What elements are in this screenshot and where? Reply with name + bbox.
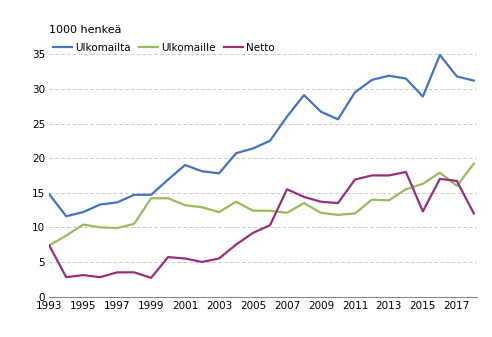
Netto: [131, 270, 137, 274]
Ulkomaille: [301, 201, 307, 205]
Ulkomaille: [454, 184, 460, 188]
Ulkomailta: [63, 214, 69, 218]
Ulkomaille: [386, 198, 392, 202]
Ulkomaille: [63, 234, 69, 238]
Ulkomailta: [165, 178, 171, 182]
Netto: [420, 209, 426, 213]
Ulkomaille: [97, 225, 103, 229]
Ulkomailta: [114, 201, 120, 205]
Ulkomaille: [216, 210, 222, 214]
Netto: [63, 275, 69, 279]
Ulkomaille: [369, 197, 375, 202]
Netto: [199, 260, 205, 264]
Ulkomailta: [335, 117, 341, 121]
Netto: [352, 178, 358, 182]
Ulkomaille: [284, 211, 290, 215]
Ulkomaille: [80, 222, 86, 226]
Netto: [301, 195, 307, 199]
Netto: [97, 275, 103, 279]
Ulkomailta: [216, 171, 222, 175]
Ulkomailta: [267, 139, 273, 143]
Netto: [148, 276, 154, 280]
Ulkomailta: [471, 79, 477, 83]
Ulkomaille: [420, 182, 426, 186]
Netto: [165, 255, 171, 259]
Netto: [437, 177, 443, 181]
Ulkomaille: [114, 226, 120, 230]
Ulkomailta: [46, 192, 52, 196]
Ulkomailta: [199, 169, 205, 173]
Netto: [318, 200, 324, 204]
Ulkomailta: [454, 74, 460, 79]
Netto: [471, 212, 477, 216]
Ulkomailta: [403, 76, 409, 81]
Netto: [182, 256, 188, 261]
Ulkomailta: [250, 146, 256, 150]
Ulkomaille: [233, 200, 239, 204]
Netto: [250, 231, 256, 235]
Ulkomaille: [437, 171, 443, 175]
Netto: [233, 243, 239, 247]
Ulkomaille: [131, 222, 137, 226]
Ulkomaille: [403, 187, 409, 191]
Netto: [284, 187, 290, 191]
Ulkomaille: [335, 213, 341, 217]
Ulkomailta: [182, 163, 188, 167]
Ulkomaille: [199, 205, 205, 209]
Legend: Ulkomailta, Ulkomaille, Netto: Ulkomailta, Ulkomaille, Netto: [54, 43, 275, 53]
Ulkomaille: [148, 196, 154, 200]
Netto: [267, 223, 273, 227]
Line: Ulkomaille: Ulkomaille: [49, 164, 474, 245]
Ulkomailta: [420, 94, 426, 98]
Ulkomailta: [80, 210, 86, 214]
Ulkomailta: [437, 53, 443, 57]
Ulkomaille: [318, 211, 324, 215]
Ulkomailta: [386, 74, 392, 78]
Ulkomailta: [233, 151, 239, 155]
Line: Ulkomailta: Ulkomailta: [49, 55, 474, 216]
Ulkomailta: [284, 115, 290, 119]
Netto: [454, 179, 460, 183]
Ulkomailta: [352, 90, 358, 94]
Netto: [403, 170, 409, 174]
Ulkomaille: [471, 162, 477, 166]
Text: 1000 henkeä: 1000 henkeä: [49, 25, 122, 35]
Netto: [369, 174, 375, 178]
Ulkomailta: [301, 93, 307, 97]
Netto: [114, 270, 120, 274]
Ulkomaille: [46, 243, 52, 247]
Ulkomailta: [369, 78, 375, 82]
Netto: [216, 256, 222, 261]
Netto: [46, 243, 52, 247]
Ulkomaille: [165, 196, 171, 200]
Ulkomailta: [97, 203, 103, 207]
Ulkomaille: [267, 209, 273, 213]
Netto: [386, 174, 392, 178]
Ulkomaille: [250, 209, 256, 213]
Ulkomaille: [352, 212, 358, 216]
Ulkomaille: [182, 203, 188, 207]
Ulkomailta: [318, 110, 324, 114]
Line: Netto: Netto: [49, 172, 474, 278]
Netto: [80, 273, 86, 277]
Ulkomailta: [148, 193, 154, 197]
Netto: [335, 201, 341, 205]
Ulkomailta: [131, 193, 137, 197]
